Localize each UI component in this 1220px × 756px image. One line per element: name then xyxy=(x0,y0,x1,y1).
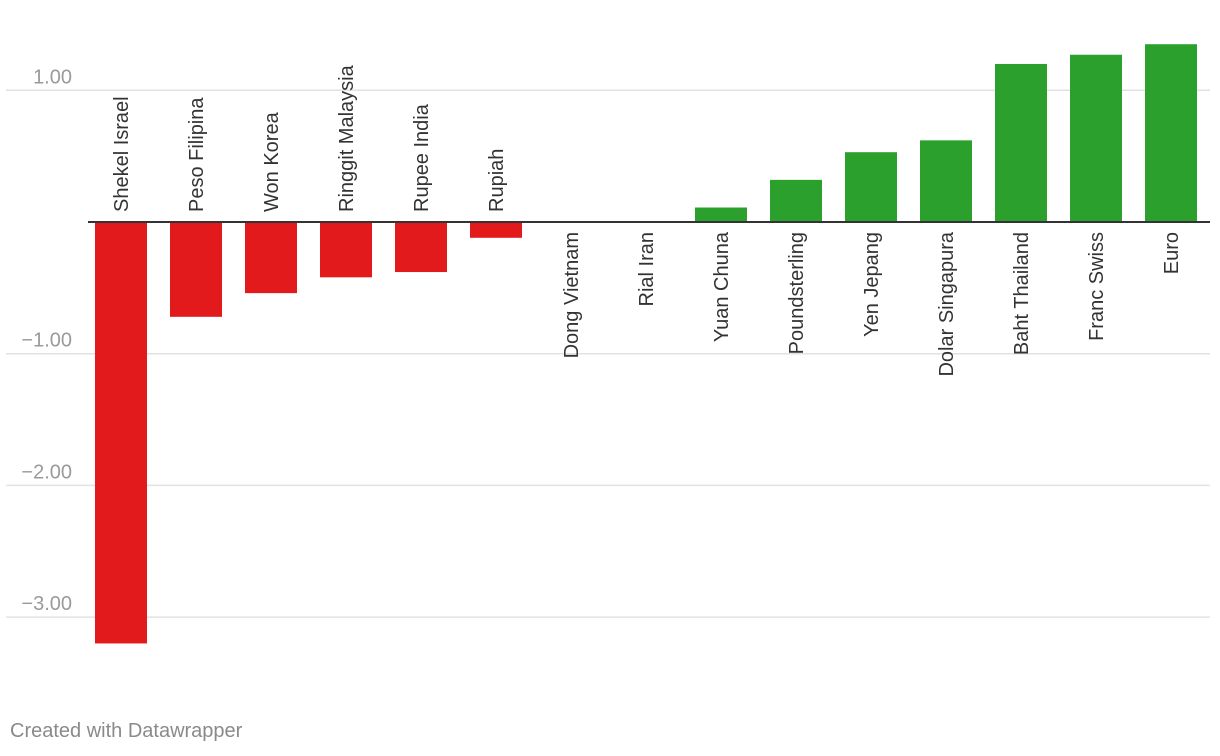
category-label: Peso Filipina xyxy=(186,97,208,212)
category-label: Ringgit Malaysia xyxy=(336,64,358,212)
bar xyxy=(95,222,147,644)
y-tick-label: −1.00 xyxy=(21,330,72,352)
credit-text: Created with Datawrapper xyxy=(10,720,243,742)
y-axis-tick-labels: 1.00 −1.00 −2.00 −3.00 xyxy=(21,66,72,615)
category-label: Rupee India xyxy=(411,103,433,212)
bar xyxy=(320,222,372,278)
bar xyxy=(920,140,972,222)
category-label: Rial Iran xyxy=(636,232,658,306)
bar xyxy=(1070,54,1122,223)
bar xyxy=(845,152,897,222)
category-labels: Shekel Israel Peso Filipina Won Korea Ringg… xyxy=(111,64,1183,376)
bars xyxy=(95,44,1197,644)
bar xyxy=(995,63,1047,223)
bar xyxy=(395,222,447,273)
category-label: Euro xyxy=(1161,232,1183,274)
bar-chart: 1.00 −1.00 −2.00 −3.00 Shekel Israel Peso Fi… xyxy=(6,44,1210,644)
category-label: Franc Swiss xyxy=(1086,232,1108,341)
bar xyxy=(770,179,822,222)
category-label: Yuan Chuna xyxy=(711,231,733,342)
bar xyxy=(1145,44,1197,222)
category-label: Poundsterling xyxy=(786,232,808,354)
bar xyxy=(245,222,297,294)
category-label: Rupiah xyxy=(486,149,508,212)
bar xyxy=(695,207,747,222)
bar xyxy=(470,222,522,238)
y-tick-label: 1.00 xyxy=(33,66,72,88)
category-label: Dong Vietnam xyxy=(561,232,583,358)
category-label: Baht Thailand xyxy=(1011,232,1033,355)
y-tick-label: −3.00 xyxy=(21,593,72,615)
category-label: Shekel Israel xyxy=(111,96,133,212)
category-label: Dolar Singapura xyxy=(936,231,958,376)
bar xyxy=(170,222,222,317)
category-label: Yen Jepang xyxy=(861,232,883,337)
category-label: Won Korea xyxy=(261,111,283,212)
y-tick-label: −2.00 xyxy=(21,461,72,483)
